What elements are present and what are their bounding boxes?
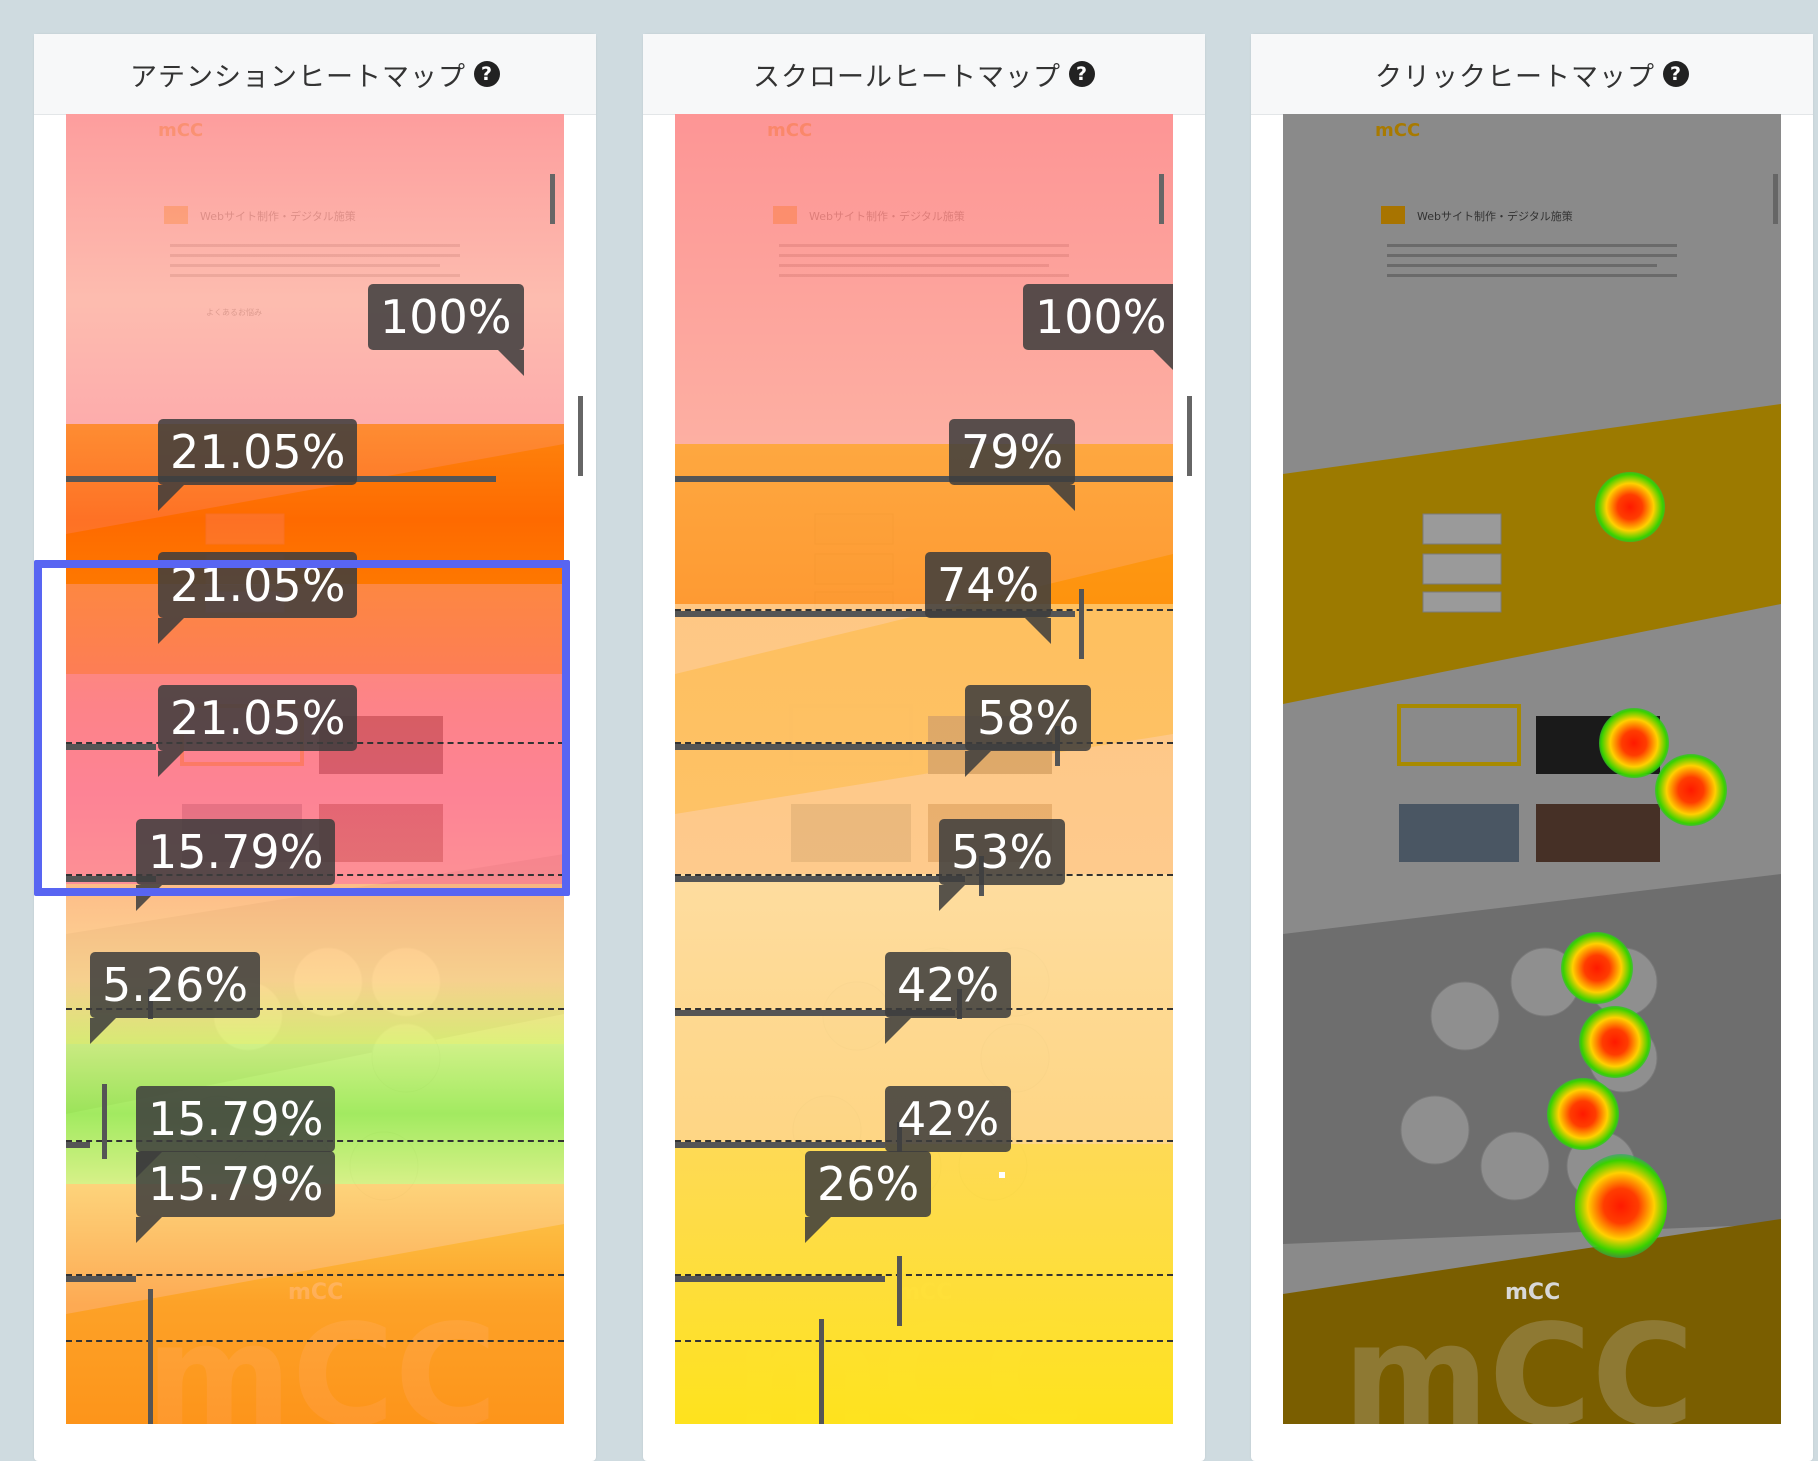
attention-label-5: 15.79% — [136, 819, 336, 911]
click-hotspot — [1599, 708, 1669, 778]
click-hotspot — [1595, 472, 1665, 542]
attention-label-3: 21.05% — [158, 552, 358, 644]
click-heatmap-header: クリックヒートマップ ? — [1251, 34, 1813, 115]
attention-label-7: 15.79% — [136, 1086, 336, 1178]
click-heatmap-canvas[interactable]: mCC Webサイト制作・デジタル施策 mCC mCC — [1283, 114, 1781, 1424]
scroll-label-4: 58% — [965, 685, 1092, 777]
question-circle-icon[interactable]: ? — [1069, 61, 1095, 87]
attention-label-6: 5.26% — [90, 952, 261, 1044]
attention-label-8: 15.79% — [136, 1151, 336, 1243]
scroll-label-7: 42% — [885, 1086, 1012, 1178]
scroll-label-6: 42% — [885, 952, 1012, 1044]
scroll-panel-scrollbar[interactable] — [1187, 396, 1192, 476]
scroll-heatmap-canvas[interactable]: mCC Webサイト制作・デジタル施策 mCC mCC — [675, 114, 1173, 1424]
scroll-label-8: 26% — [805, 1151, 932, 1243]
attention-label-2: 21.05% — [158, 419, 358, 511]
click-heatmap-title: クリックヒートマップ — [1375, 61, 1655, 93]
attention-page-scrollbar[interactable] — [550, 174, 555, 224]
scroll-heatmap-panel: スクロールヒートマップ ? mCC Webサイト制作・デジタル施策 mCC mC… — [643, 34, 1205, 1461]
svg-text:Webサイト制作・デジタル施策: Webサイト制作・デジタル施策 — [1417, 209, 1573, 223]
svg-text:mCC: mCC — [1505, 1280, 1560, 1305]
scroll-label-2: 79% — [949, 419, 1076, 511]
scroll-heatmap-header: スクロールヒートマップ ? — [643, 34, 1205, 115]
question-circle-icon[interactable]: ? — [474, 61, 500, 87]
click-hotspot — [1579, 1006, 1651, 1078]
click-hotspot — [1575, 1154, 1667, 1258]
attention-heatmap-canvas[interactable]: mCC Webサイト制作・デジタル施策 よくあるお悩み mCC mCC — [66, 114, 564, 1424]
click-overlay — [1283, 114, 1781, 1424]
scroll-label-3: 74% — [925, 552, 1052, 644]
scroll-overlay: 100% 79% 74% 58% 53% 42% 42% 26% — [675, 114, 1173, 1424]
attention-overlay: 100% 21.05% 21.05% 21.05% 15.79% 5.26% 1… — [66, 114, 564, 1424]
attention-panel-scrollbar[interactable] — [578, 396, 583, 476]
attention-label-4: 21.05% — [158, 685, 358, 777]
scroll-label-1: 100% — [1023, 284, 1173, 376]
click-hotspot — [1547, 1078, 1619, 1150]
attention-label-1: 100% — [368, 284, 524, 376]
click-page-scrollbar[interactable] — [1773, 174, 1778, 224]
attention-heatmap-header: アテンションヒートマップ ? — [34, 34, 596, 115]
attention-heatmap-title: アテンションヒートマップ — [130, 61, 466, 93]
scroll-page-scrollbar[interactable] — [1159, 174, 1164, 224]
attention-heatmap-panel: アテンションヒートマップ ? mCC Webサイト制作・デジタル施策 よくあるお… — [34, 34, 596, 1461]
svg-text:mCC: mCC — [1375, 120, 1420, 141]
click-heatmap-panel: クリックヒートマップ ? mCC Webサイト制作・デジタル施策 mCC mCC — [1251, 34, 1813, 1461]
scroll-label-5: 53% — [939, 819, 1066, 911]
scroll-heatmap-title: スクロールヒートマップ — [753, 61, 1061, 93]
click-hotspot — [1561, 932, 1633, 1004]
click-hotspot — [1655, 754, 1727, 826]
question-circle-icon[interactable]: ? — [1663, 61, 1689, 87]
svg-text:mCC: mCC — [1343, 1295, 1694, 1424]
